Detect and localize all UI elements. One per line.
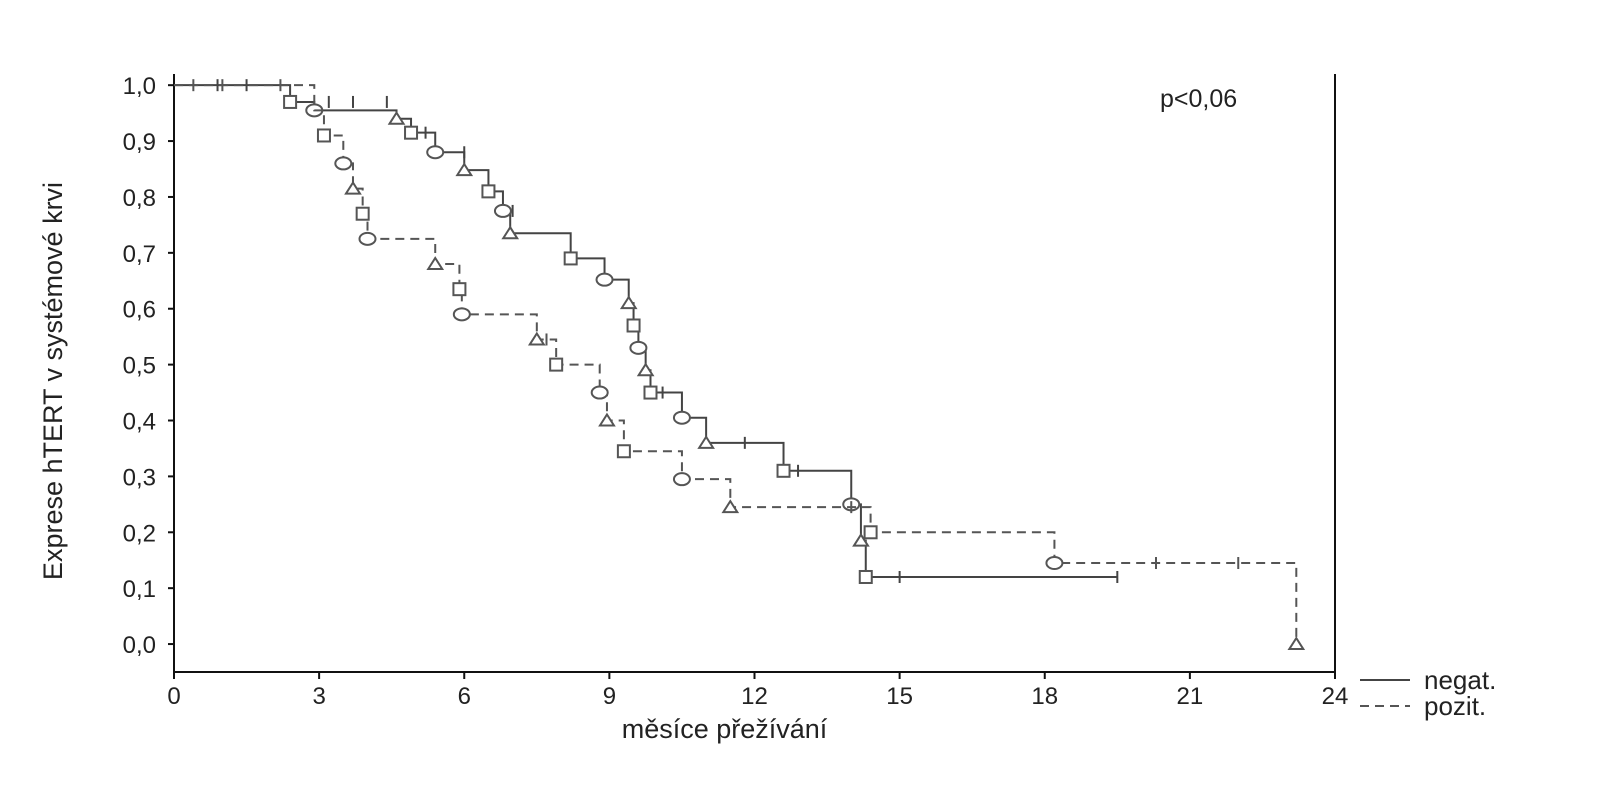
event-marker	[358, 231, 377, 246]
event-marker	[590, 385, 609, 400]
event-marker	[355, 206, 370, 221]
y-axis-title: Exprese hTERT v systémové krvi	[38, 182, 68, 580]
x-tick-label: 21	[1177, 683, 1204, 710]
event-marker	[616, 444, 631, 459]
legend-label: pozit.	[1424, 691, 1486, 721]
event-marker	[452, 307, 471, 322]
x-tick-label: 18	[1031, 683, 1058, 710]
y-tick-label: 0,7	[123, 241, 156, 268]
event-marker	[619, 295, 638, 310]
event-marker	[481, 184, 496, 199]
p-value-annotation: p<0,06	[1160, 85, 1237, 113]
event-marker	[455, 162, 474, 177]
event-marker	[776, 463, 791, 478]
event-marker	[563, 251, 578, 266]
x-tick-label: 24	[1322, 683, 1349, 710]
y-tick-label: 0,2	[123, 520, 156, 547]
y-tick-label: 0,6	[123, 297, 156, 324]
event-marker	[493, 203, 512, 218]
legend: negat.pozit.	[1360, 665, 1496, 721]
labels-layer: měsíce přežívání Exprese hTERT v systémo…	[38, 85, 1237, 744]
event-marker	[1045, 556, 1064, 571]
x-tick-label: 0	[167, 683, 180, 710]
event-marker	[629, 340, 648, 355]
event-marker	[697, 434, 715, 449]
y-tick-label: 0,1	[123, 576, 156, 603]
event-marker	[501, 225, 520, 240]
event-marker	[643, 385, 658, 400]
y-tick-label: 0,5	[123, 353, 156, 380]
event-marker	[1287, 636, 1306, 651]
event-marker	[452, 282, 467, 297]
event-marker	[344, 180, 362, 195]
x-tick-label: 6	[458, 683, 471, 710]
event-marker	[852, 532, 870, 547]
event-marker	[527, 331, 546, 346]
legend-label: negat.	[1424, 665, 1496, 695]
event-marker	[595, 272, 614, 287]
event-marker	[426, 145, 445, 160]
event-marker	[636, 362, 655, 377]
event-marker	[672, 410, 691, 425]
series-layer	[174, 79, 1306, 651]
event-marker	[721, 499, 740, 514]
event-marker	[404, 125, 419, 140]
event-marker	[334, 156, 353, 171]
event-marker	[598, 412, 616, 427]
event-marker	[283, 94, 298, 109]
x-tick-label: 15	[886, 683, 913, 710]
y-tick-label: 0,8	[123, 185, 156, 212]
x-tick-label: 3	[312, 683, 325, 710]
x-tick-label: 12	[741, 683, 768, 710]
series-line-negat	[174, 84, 1118, 578]
event-marker	[426, 256, 445, 271]
x-axis-title: měsíce přežívání	[622, 714, 828, 744]
event-marker	[387, 110, 406, 125]
event-marker	[626, 318, 641, 333]
x-tick-label: 9	[603, 683, 616, 710]
event-marker	[549, 357, 564, 372]
event-marker	[672, 472, 691, 487]
series-line-pozit	[174, 84, 1298, 645]
event-marker	[316, 128, 331, 143]
event-marker	[858, 569, 873, 584]
y-tick-label: 0,0	[123, 632, 156, 659]
event-marker	[863, 525, 878, 540]
y-tick-label: 0,9	[123, 129, 156, 156]
y-tick-label: 0,3	[123, 464, 156, 491]
y-tick-label: 0,4	[123, 409, 156, 436]
axes-layer: 1,0 0,9 0,8 0,7 0,6 0,5 0,4 0,3 0,2 0,1 0,0 0 3 6 9 12 1…	[123, 73, 1349, 710]
y-tick-label: 1,0	[123, 73, 156, 100]
